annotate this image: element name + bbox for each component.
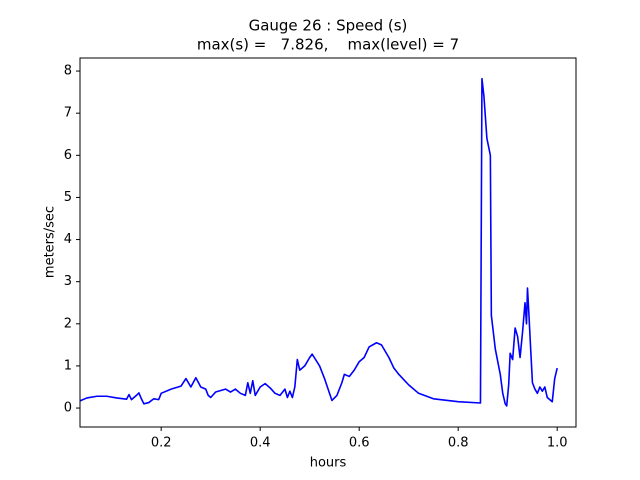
x-axis-label: hours	[310, 456, 347, 471]
y-tick-label: 7	[64, 106, 72, 121]
x-tick-label: 0.2	[151, 436, 172, 451]
y-tick-label: 5	[64, 190, 72, 205]
y-tick-label: 2	[64, 316, 72, 331]
y-tick-label: 6	[64, 148, 72, 163]
x-tick-label: 0.6	[349, 436, 370, 451]
y-axis-label: meters/sec	[43, 206, 58, 278]
x-tick-label: 0.4	[250, 436, 271, 451]
y-tick-label: 3	[64, 274, 72, 289]
data-line	[79, 77, 558, 407]
x-tick-label: 0.8	[448, 436, 469, 451]
y-tick-label: 4	[64, 232, 72, 247]
plot-frame	[79, 57, 577, 428]
y-tick-label: 8	[64, 64, 72, 79]
y-tick-label: 1	[64, 358, 72, 373]
chart-subtitle: max(s) = 7.826, max(level) = 7	[197, 36, 459, 54]
chart-title: Gauge 26 : Speed (s)	[249, 17, 408, 35]
x-tick-label: 1.0	[547, 436, 568, 451]
y-tick-label: 0	[64, 401, 72, 416]
